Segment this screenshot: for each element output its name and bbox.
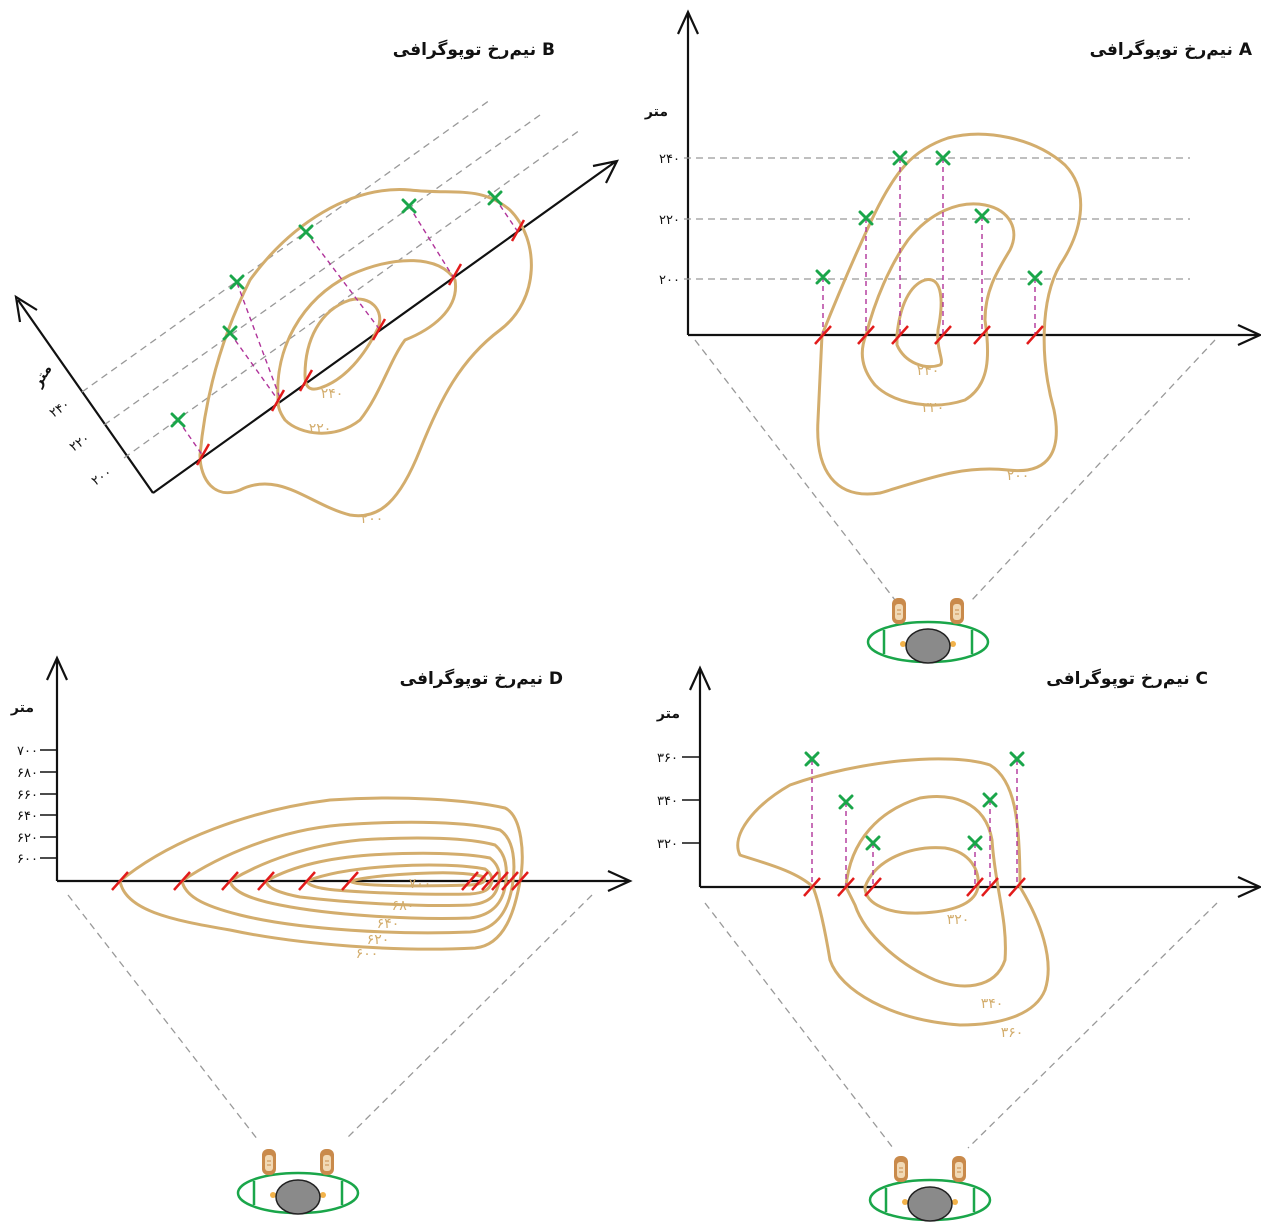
tick-620: ۶۲۰	[17, 831, 38, 846]
contour-620	[180, 820, 516, 935]
panel-a-profile-points	[815, 150, 1043, 286]
tick-240: ۲۴۰	[659, 152, 680, 167]
panel-d-y-axis	[45, 655, 69, 881]
panel-d-cut-marks	[111, 871, 529, 891]
panel-c-drops	[811, 760, 1018, 887]
panel-b-profile-points	[170, 190, 503, 428]
panel-c-ticks: ۳۶۰ ۳۴۰ ۳۲۰	[657, 751, 700, 852]
panel-a-x-axis	[688, 323, 1261, 347]
contour-220	[860, 202, 1016, 407]
observer-icon	[236, 1147, 360, 1216]
tick-320: ۳۲۰	[657, 837, 678, 852]
contour-label-340: ۳۴۰	[981, 996, 1004, 1012]
tick-240: ۲۴۰	[47, 397, 73, 421]
tick-680: ۶۸۰	[17, 766, 38, 781]
contour-label-200: ۲۰۰	[361, 511, 384, 527]
contour-360	[736, 757, 1050, 1027]
panel-c-y-axis	[688, 665, 712, 887]
panel-b-unit: متر	[29, 362, 55, 391]
tick-220: ۲۲۰	[659, 213, 680, 228]
panel-a-y-axis	[676, 9, 700, 335]
panel-a-drops	[822, 158, 1036, 335]
contour-label-360: ۳۶۰	[1001, 1025, 1024, 1041]
observer-icon	[868, 1154, 992, 1223]
contour-200	[198, 188, 533, 518]
panel-d-unit: متر	[10, 700, 34, 716]
observer-icon	[866, 596, 990, 665]
contour-label-700: ۷۰۰	[409, 876, 432, 892]
contour-label-600: ۶۰۰	[356, 946, 379, 962]
contour-label-240: ۲۴۰	[321, 386, 344, 402]
contour-340	[844, 795, 1007, 988]
contour-700	[348, 871, 487, 888]
panel-c-title: نیم‌رخ توپوگرافی C	[1046, 668, 1208, 689]
panel-b-x-axis	[152, 159, 619, 494]
tick-360: ۳۶۰	[657, 751, 678, 766]
tick-660: ۶۶۰	[17, 788, 38, 803]
tick-220: ۲۲۰	[67, 431, 93, 455]
panel-b: نیم‌رخ توپوگرافی B متر ۲۴۰ ۲۲۰ ۲۰۰ ۲۴۰ ۲…	[14, 39, 619, 527]
contour-label-220: ۲۲۰	[922, 400, 945, 416]
panel-a-cut-marks	[814, 325, 1044, 345]
contour-label-240: ۲۴۰	[917, 363, 940, 379]
panel-d: نیم‌رخ توپوگرافی D متر ۷۰۰ ۶۸۰ ۶۶۰ ۶۴۰ ۶…	[10, 655, 633, 1216]
contour-label-680: ۶۸۰	[392, 898, 415, 914]
tick-640: ۶۴۰	[17, 809, 38, 824]
contour-label-640: ۶۴۰	[377, 916, 400, 932]
panel-c-cut-marks	[803, 877, 1026, 897]
panel-b-contours: ۲۴۰ ۲۲۰ ۲۰۰	[198, 188, 533, 527]
tick-200: ۲۰۰	[89, 465, 115, 489]
contour-240	[895, 278, 944, 369]
tick-200: ۲۰۰	[659, 273, 680, 288]
panel-a-title: نیم‌رخ توپوگرافی A	[1090, 39, 1253, 60]
tick-600: ۶۰۰	[17, 852, 38, 867]
contour-640	[228, 836, 508, 920]
panel-b-title: نیم‌رخ توپوگرافی B	[393, 39, 555, 60]
panel-b-cut-marks	[195, 219, 526, 466]
contour-320	[863, 846, 980, 915]
panel-c-profile-points	[804, 751, 1025, 851]
contour-label-200: ۲۰۰	[1007, 468, 1030, 484]
contour-200	[816, 132, 1083, 496]
panel-c-unit: متر	[656, 706, 680, 722]
panel-d-x-axis	[57, 869, 633, 893]
panel-b-y-axis	[14, 294, 154, 494]
panel-a: نیم‌رخ توپوگرافی A متر ۲۴۰ ۲۲۰ ۲۰۰ ۲۴۰ ۲…	[644, 9, 1261, 665]
panel-d-ticks: ۷۰۰ ۶۸۰ ۶۶۰ ۶۴۰ ۶۲۰ ۶۰۰	[17, 744, 57, 867]
panel-c-contours: ۳۲۰ ۳۴۰ ۳۶۰	[736, 757, 1050, 1041]
panel-a-ticks: ۲۴۰ ۲۲۰ ۲۰۰	[659, 152, 1190, 288]
contour-label-320: ۳۲۰	[947, 912, 970, 928]
tick-700: ۷۰۰	[17, 744, 38, 759]
tick-340: ۳۴۰	[657, 794, 678, 809]
contour-660	[264, 851, 501, 908]
panel-b-drops	[177, 197, 519, 457]
contour-label-620: ۶۲۰	[367, 932, 390, 948]
contour-220	[276, 259, 457, 435]
panel-d-title: نیم‌رخ توپوگرافی D	[400, 668, 563, 689]
panel-a-contours: ۲۴۰ ۲۲۰ ۲۰۰	[816, 132, 1083, 496]
panel-c: نیم‌رخ توپوگرافی C متر ۳۶۰ ۳۴۰ ۳۲۰ ۳۲۰ ۳…	[656, 665, 1261, 1223]
contour-label-220: ۲۲۰	[309, 421, 332, 437]
contour-680	[305, 863, 494, 896]
panel-a-unit: متر	[644, 104, 668, 120]
